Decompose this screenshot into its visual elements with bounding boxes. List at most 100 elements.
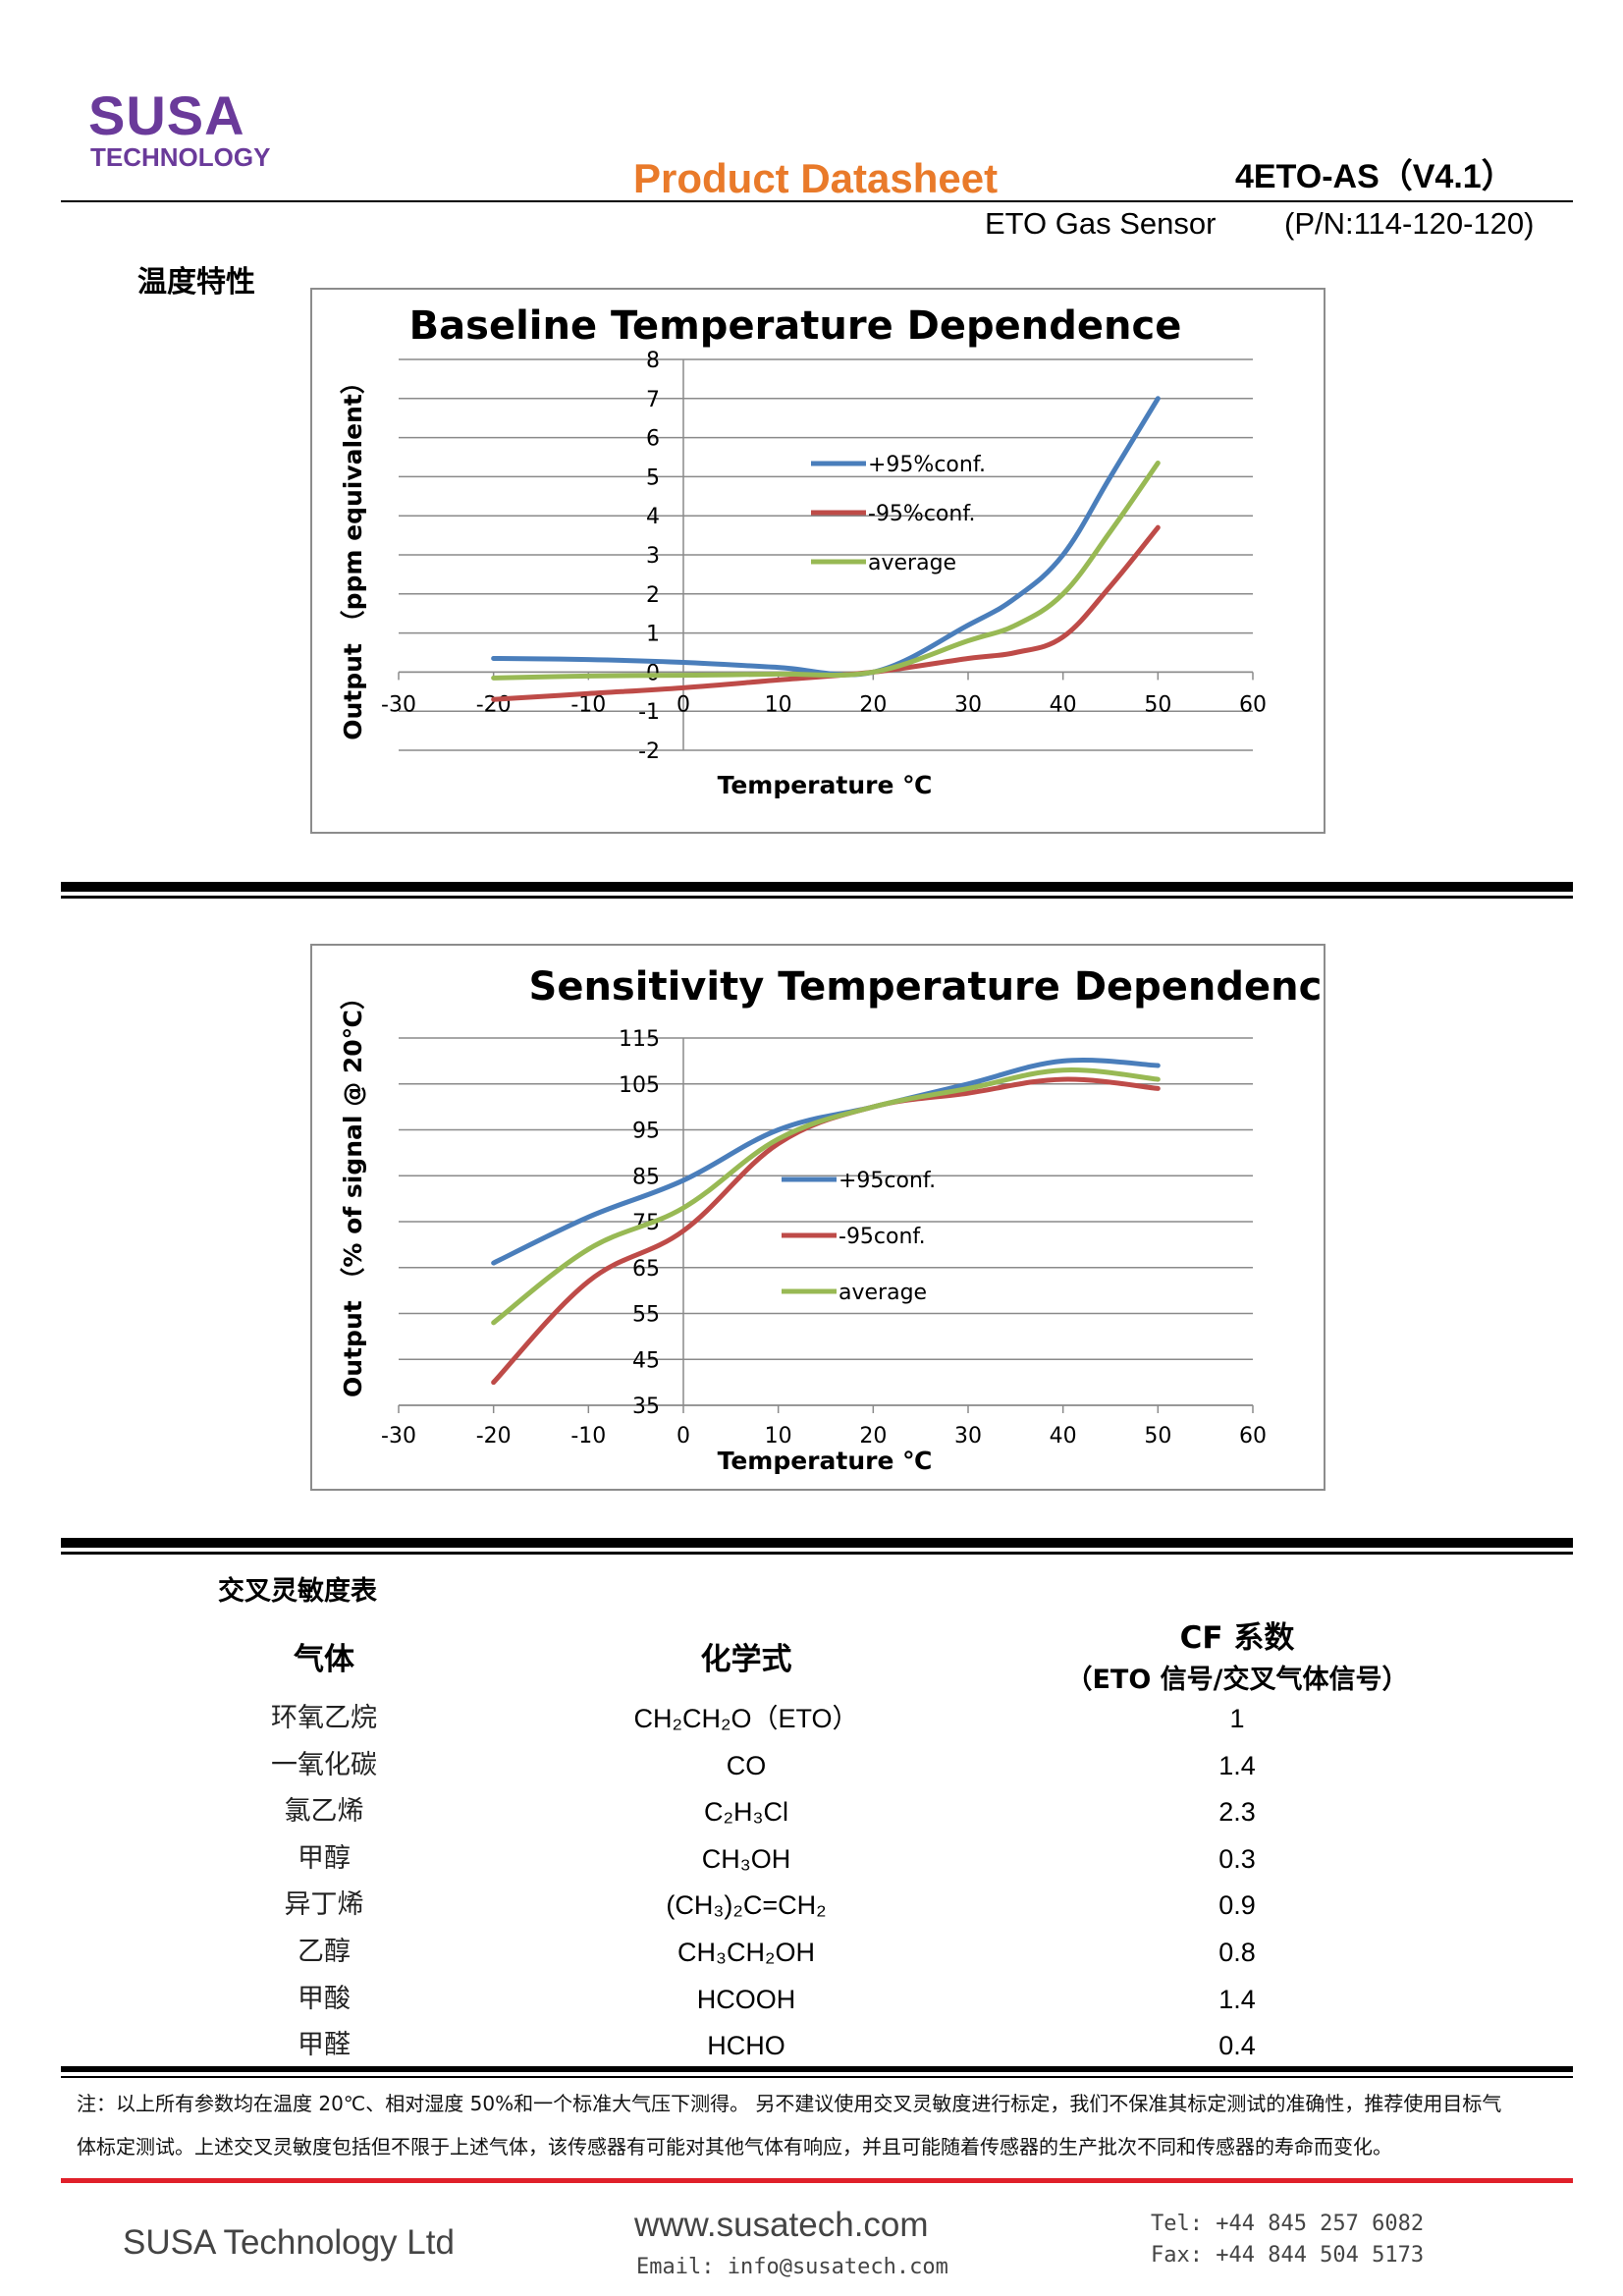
cross-sensitivity-title: 交叉灵敏度表	[218, 1576, 377, 1607]
table-cell-gas: 乙醇	[298, 1937, 351, 1967]
table-cell-cf: 0.3	[1218, 1844, 1256, 1874]
legend-label: +95conf.	[839, 1169, 936, 1193]
x-tick-label: 40	[1050, 1424, 1077, 1449]
y-tick-label: -1	[638, 700, 660, 725]
x-axis-label: Temperature ℃	[718, 771, 933, 799]
series-line	[491, 396, 1161, 678]
column-header-cf-subtitle: （ETO 信号/交叉气体信号）	[1065, 1665, 1409, 1695]
column-header-gas: 气体	[294, 1642, 354, 1677]
part-number: (P/N:114-120-120)	[1284, 206, 1535, 241]
table-cell-gas: 甲醛	[298, 2030, 351, 2060]
y-tick-label: 4	[646, 505, 660, 529]
y-tick-label: 115	[619, 1027, 660, 1052]
y-tick-label: 35	[632, 1394, 660, 1419]
series-line	[491, 1076, 1161, 1386]
table-cell-formula: (CH₃)₂C=CH₂	[666, 1890, 827, 1920]
column-header-cf: CF 系数	[1179, 1620, 1295, 1656]
y-tick-label: 7	[646, 388, 660, 412]
header-divider	[61, 200, 1573, 202]
product-name: ETO Gas Sensor	[985, 206, 1217, 241]
y-tick-label: 55	[632, 1303, 660, 1328]
table-cell-gas: 氯乙烯	[284, 1796, 364, 1827]
y-tick-label: 95	[632, 1120, 660, 1144]
footer-telephone: Tel: +44 845 257 6082	[1151, 2212, 1425, 2236]
table-cell-formula: C₂H₃Cl	[704, 1797, 788, 1827]
y-tick-label: 6	[646, 427, 660, 452]
section-heading-temperature: 温度特性	[137, 265, 255, 300]
table-cell-gas: 环氧乙烷	[271, 1703, 377, 1733]
company-logo-subtitle: TECHNOLOGY	[90, 142, 271, 172]
x-tick-label: -20	[476, 1424, 512, 1449]
x-tick-label: -10	[570, 1424, 606, 1449]
table-cell-formula: HCHO	[707, 2031, 785, 2060]
y-tick-label: 8	[646, 349, 660, 373]
y-tick-label: -2	[638, 739, 660, 764]
section-divider-thin	[61, 1552, 1573, 1555]
column-header-formula: 化学式	[700, 1642, 792, 1677]
table-bottom-divider	[61, 2066, 1573, 2072]
table-cell-formula: CH₃OH	[701, 1844, 791, 1874]
footer-divider	[61, 2178, 1573, 2183]
footnote-line-2: 体标定测试。上述交叉灵敏度包括但不限于上述气体，该传感器有可能对其他气体有响应，…	[77, 2135, 1392, 2159]
section-divider-thin	[61, 896, 1573, 899]
sensitivity-chart-frame: 35 45 55 65 75 85 95 105 115 -30 -20 -10 0 10 20 30 40 50…	[310, 944, 1348, 1491]
table-cell-formula: CH₂CH₂O（ETO）	[633, 1704, 859, 1733]
table-cell-formula: CO	[726, 1751, 767, 1780]
footer-fax: Fax: +44 844 504 5173	[1151, 2243, 1425, 2268]
table-cell-gas: 甲醇	[298, 1843, 351, 1874]
x-tick-label: 10	[765, 692, 792, 717]
x-tick-label: 60	[1239, 1424, 1267, 1449]
table-cell-gas: 一氧化碳	[271, 1750, 377, 1780]
footer-website-link[interactable]: www.susatech.com	[634, 2206, 929, 2244]
y-tick-label: 85	[632, 1165, 660, 1189]
y-tick-label: 3	[646, 544, 660, 569]
x-tick-label: -30	[381, 1424, 416, 1449]
x-axis-label: Temperature ℃	[718, 1447, 933, 1475]
x-tick-label: 50	[1144, 1424, 1171, 1449]
x-tick-label: 20	[859, 692, 887, 717]
x-tick-label: 0	[676, 692, 690, 717]
table-cell-cf: 2.3	[1218, 1797, 1256, 1827]
x-tick-label: 40	[1050, 692, 1077, 717]
company-logo-wordmark: SUSA	[88, 84, 245, 146]
x-tick-label: 0	[676, 1424, 690, 1449]
page-title: Product Datasheet	[633, 155, 999, 201]
y-tick-label: 65	[632, 1257, 660, 1282]
section-divider-thick	[61, 1538, 1573, 1548]
table-cell-cf: 1.4	[1218, 1751, 1256, 1780]
y-tick-label: 105	[619, 1073, 660, 1098]
legend-label: average	[868, 551, 956, 575]
x-tick-label: -10	[570, 692, 606, 717]
table-cell-cf: 0.8	[1218, 1938, 1256, 1967]
table-bottom-divider-thin	[61, 2076, 1573, 2078]
baseline-chart-frame: -2 -1 0 1 2 3 4 5 6 7 8 -30 -20 -10 0 10 20 30 40 50 60 +95%c…	[310, 288, 1325, 834]
y-tick-label: 2	[646, 583, 660, 608]
y-tick-label: 1	[646, 623, 660, 647]
series-line	[491, 1057, 1161, 1266]
legend-label: average	[839, 1281, 927, 1305]
table-cell-gas: 甲酸	[298, 1984, 351, 2014]
model-number: 4ETO-AS（V4.1）	[1235, 158, 1515, 195]
footnote-line-1: 注：以上所有参数均在温度 20℃、相对湿度 50%和一个标准大气压下测得。 另不…	[77, 2092, 1502, 2115]
table-cell-cf: 1.4	[1218, 1985, 1256, 2014]
series-line	[491, 1067, 1161, 1326]
y-axis-label: Output （% of signal @ 20℃）	[339, 985, 367, 1397]
chart-title: Baseline Temperature Dependence	[409, 303, 1182, 349]
x-tick-label: 20	[859, 1424, 887, 1449]
table-cell-formula: CH₃CH₂OH	[677, 1938, 815, 1967]
table-cell-cf: 0.9	[1218, 1890, 1256, 1920]
x-tick-label: 30	[954, 1424, 982, 1449]
footer-email-link[interactable]: Email: info@susatech.com	[636, 2255, 948, 2279]
table-cell-cf: 0.4	[1218, 2031, 1256, 2060]
table-cell-formula: HCOOH	[696, 1985, 796, 2014]
chart-title: Sensitivity Temperature Dependence	[529, 964, 1324, 1010]
x-tick-label: 10	[765, 1424, 792, 1449]
legend-label: -95%conf.	[868, 502, 975, 526]
section-divider-thick	[61, 882, 1573, 892]
legend-label: +95%conf.	[868, 453, 986, 477]
series-line	[491, 460, 1161, 681]
x-tick-label: 30	[954, 692, 982, 717]
table-cell-gas: 异丁烯	[284, 1889, 364, 1920]
